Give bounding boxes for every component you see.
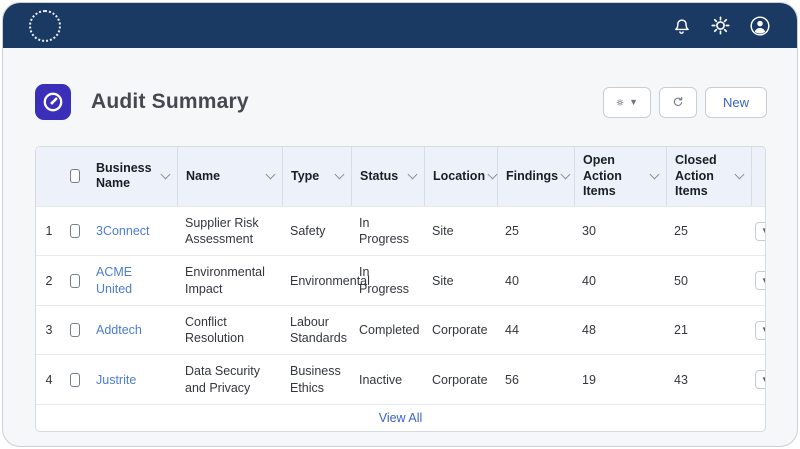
cell-status: Inactive xyxy=(359,372,403,387)
row-checkbox[interactable] xyxy=(70,273,80,288)
column-header-type[interactable]: Type xyxy=(282,147,351,206)
column-header-findings[interactable]: Findings xyxy=(497,147,574,206)
column-header-business-name[interactable]: Business Name xyxy=(88,147,177,206)
refresh-button[interactable] xyxy=(659,86,697,118)
column-header-status[interactable]: Status xyxy=(351,147,424,206)
cell-open-action-items: 30 xyxy=(582,224,596,238)
caret-down-icon: ▼ xyxy=(629,96,638,107)
cell-findings: 25 xyxy=(505,224,519,238)
business-name-link[interactable]: Addtech xyxy=(96,323,142,337)
user-avatar-icon[interactable] xyxy=(749,15,771,37)
top-navigation-bar xyxy=(3,3,797,48)
row-actions-dropdown-button[interactable]: ▼ xyxy=(755,271,765,291)
business-name-link[interactable]: Justrite xyxy=(96,372,137,387)
row-actions-dropdown-button[interactable]: ▼ xyxy=(755,320,765,340)
select-all-checkbox[interactable] xyxy=(70,169,80,184)
row-number: 2 xyxy=(45,273,53,288)
cell-status: Completed xyxy=(359,323,420,337)
column-header-location[interactable]: Location xyxy=(424,147,498,206)
chevron-down-icon xyxy=(160,169,171,180)
column-header-closed-action-items[interactable]: Closed Action Items xyxy=(666,147,751,206)
row-checkbox[interactable] xyxy=(70,224,80,239)
row-actions-dropdown-button[interactable]: ▼ xyxy=(755,370,765,390)
table-row: 1 3Connect Supplier Risk Assessment Safe… xyxy=(36,205,765,256)
cell-open-action-items: 19 xyxy=(582,372,596,387)
chevron-down-icon xyxy=(649,169,660,180)
page-title: Audit Summary xyxy=(91,90,249,113)
row-checkbox[interactable] xyxy=(70,323,80,338)
new-button[interactable]: New xyxy=(705,86,767,118)
cell-open-action-items: 40 xyxy=(582,273,596,288)
cell-open-action-items: 48 xyxy=(582,323,596,337)
business-name-link[interactable]: 3Connect xyxy=(96,224,150,238)
row-number: 4 xyxy=(45,372,53,387)
view-all-link[interactable]: View All xyxy=(378,410,423,425)
row-checkbox[interactable] xyxy=(70,372,80,387)
cell-closed-action-items: 43 xyxy=(674,372,688,387)
row-actions-header xyxy=(751,147,765,206)
cell-type: Labour Standards xyxy=(290,314,347,346)
select-all-checkbox-cell xyxy=(62,147,88,206)
business-name-link[interactable]: ACME United xyxy=(96,265,133,296)
header-actions: ▼ New xyxy=(603,86,767,118)
chevron-down-icon xyxy=(560,169,571,180)
cell-findings: 40 xyxy=(505,273,519,288)
chevron-down-icon xyxy=(734,169,745,180)
cell-location: Corporate xyxy=(432,323,488,337)
cell-type: Environmental xyxy=(290,273,370,288)
cell-findings: 44 xyxy=(505,323,519,337)
cell-closed-action-items: 21 xyxy=(674,323,688,337)
settings-gear-icon[interactable] xyxy=(710,15,731,36)
cell-findings: 56 xyxy=(505,372,519,387)
chevron-down-icon xyxy=(334,169,345,180)
page-header: Audit Summary ▼ New xyxy=(35,84,767,120)
cell-location: Site xyxy=(432,224,454,238)
cell-closed-action-items: 25 xyxy=(674,224,688,238)
column-header-name[interactable]: Name xyxy=(177,147,282,206)
cell-type: Safety xyxy=(290,224,326,238)
audit-summary-table: Business Name Name Type Status Location … xyxy=(35,146,766,432)
notifications-bell-icon[interactable] xyxy=(671,15,692,36)
table-row: 3 Addtech Conflict Resolution Labour Sta… xyxy=(36,304,765,355)
row-number: 3 xyxy=(45,323,53,337)
cell-name: Conflict Resolution xyxy=(185,314,245,346)
brand-logo-icon xyxy=(29,9,61,42)
column-header-open-action-items[interactable]: Open Action Items xyxy=(574,147,666,206)
gauge-icon xyxy=(35,84,71,120)
table-row: 4 Justrite Data Security and Privacy Bus… xyxy=(36,354,765,404)
cell-name: Data Security and Privacy xyxy=(185,364,261,395)
list-settings-dropdown-button[interactable]: ▼ xyxy=(603,86,651,118)
cell-location: Site xyxy=(432,273,454,288)
cell-status: In Progress xyxy=(359,215,410,247)
cell-name: Environmental Impact xyxy=(185,265,265,296)
table-row: 2 ACME United Environmental Impact Envir… xyxy=(36,255,765,305)
cell-type: Business Ethics xyxy=(290,364,341,395)
table-footer: View All xyxy=(36,403,765,431)
chevron-down-icon xyxy=(265,169,276,180)
table-header-row: Business Name Name Type Status Location … xyxy=(36,147,765,206)
row-number-header xyxy=(36,147,62,206)
cell-name: Supplier Risk Assessment xyxy=(185,215,259,247)
cell-closed-action-items: 50 xyxy=(674,273,688,288)
cell-status: In Progress xyxy=(359,265,410,296)
chevron-down-icon xyxy=(407,169,418,180)
row-actions-dropdown-button[interactable]: ▼ xyxy=(755,221,765,241)
row-number: 1 xyxy=(45,224,53,238)
cell-location: Corporate xyxy=(432,372,488,387)
